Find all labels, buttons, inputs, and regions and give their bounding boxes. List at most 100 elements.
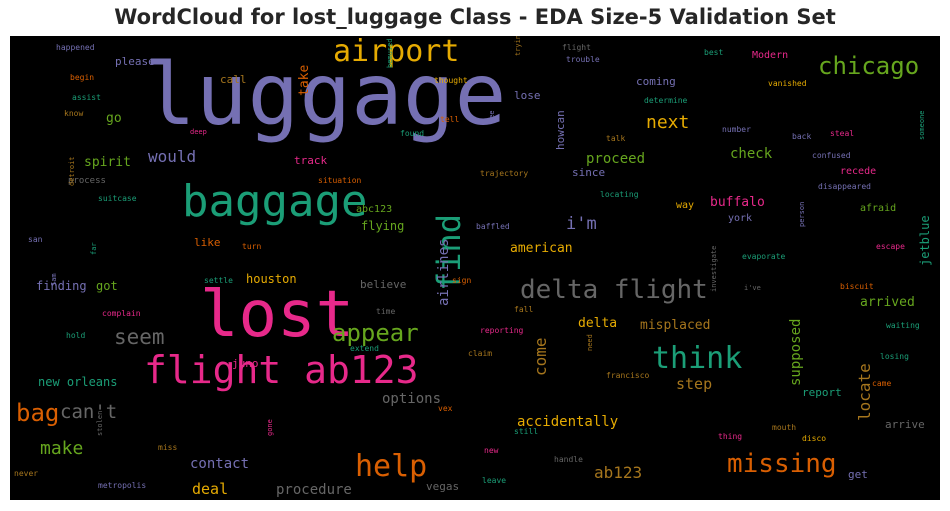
word-buffalo: buffalo [710,195,765,210]
word-get: get [848,468,868,481]
word-someone: someone [918,110,926,140]
word-missing: missing [727,449,837,479]
word-appear: appear [332,319,419,347]
word-investigate: investigate [710,246,718,292]
word-handle: handle [554,455,583,464]
wordcloud-svg: luggage lost baggage flight ab123 airport del… [14,36,932,498]
word-evaporate: evaporate [742,252,786,261]
word-stolen: stolen [96,411,104,436]
word-trajectory: trajectory [480,169,528,178]
word-gone: gone [266,419,274,436]
word-i-m: i'm [566,214,597,234]
word-airport: airport [333,36,459,69]
word-metropolis: metropolis [98,481,146,490]
word-trouble: trouble [566,55,600,64]
word-vegas: vegas [426,480,459,493]
word-disappeared: disappeared [818,182,871,191]
word-vex: vex [438,404,453,413]
word-since: since [572,166,605,179]
word-think: think [652,341,742,376]
word-biscuit: biscuit [840,282,874,291]
word-happened: happened [56,43,95,52]
word-chicago: chicago [818,52,919,80]
word-flight: flight [562,43,591,52]
word-locating: locating [600,190,639,199]
word-arrived: arrived [860,295,915,310]
word-found: found [400,129,424,138]
word-spirit: spirit [84,155,131,170]
word-call: call [220,73,247,86]
word-arrive: arrive [885,418,925,431]
word-bag: bag [16,399,59,427]
word-waiting: waiting [886,321,920,330]
word-hold: hold [66,331,85,340]
word-flying: flying [361,219,404,233]
word-believe: believe [360,278,406,291]
word-deal: deal [192,480,228,498]
word-detroit: detroit [68,156,76,186]
word-time: time [376,307,395,316]
wordcloud-canvas: luggage lost baggage flight ab123 airport del… [10,36,940,500]
word-steal: steal [830,129,854,138]
word-escape: escape [876,242,905,251]
word-ab123: ab123 [594,463,642,482]
word-far: far [90,242,98,255]
word-would: would [148,147,196,166]
word-seem: seem [114,325,165,349]
word-assist: assist [72,93,101,102]
word-number: number [722,125,751,134]
word-trying: trying [514,36,522,56]
word-disco: disco [802,434,826,443]
word-sam: Sam [50,273,58,286]
word-reporting: reporting [480,326,524,335]
word-sign: sign [452,276,471,285]
word-pee: pee [488,110,496,123]
word-houston: houston [246,272,297,286]
word-leave: leave [482,476,506,485]
word-lose: lose [514,89,541,102]
word-next: next [646,112,689,133]
word-new: new [484,446,499,455]
word-vanished: vanished [768,79,807,88]
word-locate: locate [855,363,874,421]
word-know: know [64,109,83,118]
word-track: track [294,154,327,167]
word-misplaced: misplaced [640,318,710,333]
word-supposed: supposed [788,319,804,386]
word-delta-flight: delta flight [520,275,708,305]
word-contact: contact [190,456,249,472]
word-come: come [531,337,550,376]
word-tell: tell [440,115,459,124]
word-begin: begin [70,73,94,82]
word-options: options [382,391,441,407]
word-person: person [798,202,806,227]
word-american: american [510,241,573,256]
word-check: check [730,146,773,162]
word-step: step [676,375,712,393]
word-proceed: proceed [586,151,645,167]
word-settle: settle [204,276,233,285]
word-can-t: can't [60,401,117,423]
word-find: find [430,214,468,291]
word-back: back [792,132,811,141]
word-fall: fall [514,305,533,314]
word-miss: miss [158,443,177,452]
word-situation: situation [318,176,362,185]
word-process: process [68,176,106,186]
word-claim: claim [468,349,492,358]
word-accidentally: accidentally [517,414,618,430]
word-complain: complain [102,309,141,318]
word-please: please [115,55,155,68]
word-juno: juno [232,357,259,370]
word-need: need [586,334,594,351]
word-talk: talk [606,134,625,143]
word-still: still [514,427,538,436]
word-take: take [297,65,312,96]
word-baggage: baggage [182,176,367,227]
word-losing: losing [880,352,909,361]
word-help: help [355,449,427,484]
word-i-ve: i've [744,284,761,292]
word-go: go [106,111,122,126]
word-turn: turn [242,242,261,251]
word-like: like [194,236,221,249]
